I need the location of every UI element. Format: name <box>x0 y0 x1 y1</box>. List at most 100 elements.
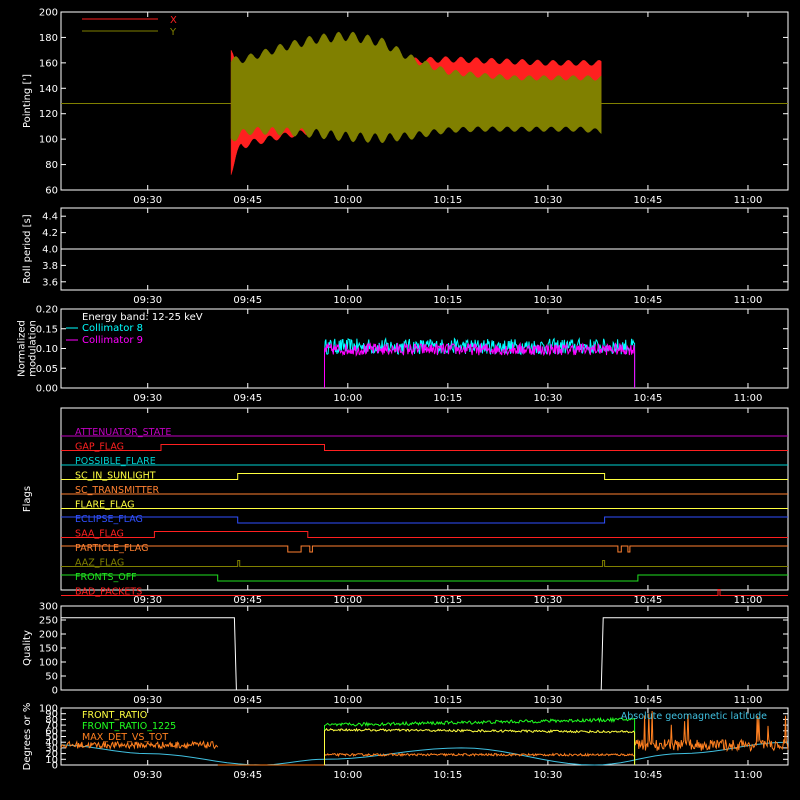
x-tick-label: 10:45 <box>634 295 663 306</box>
flag-line-GAP_FLAG <box>61 444 788 451</box>
y-tick-label: 40 <box>45 738 58 749</box>
y-tick-label: 150 <box>39 644 58 655</box>
x-tick-label: 10:00 <box>333 195 362 206</box>
y-tick-label: 0.15 <box>36 324 58 335</box>
flag-label-SC_IN_SUNLIGHT: SC_IN_SUNLIGHT <box>75 471 156 482</box>
y-tick-label: 0 <box>52 761 58 772</box>
y-tick-label: 120 <box>39 109 58 120</box>
x-tick-label: 09:45 <box>233 595 262 606</box>
x-tick-label: 10:00 <box>333 695 362 706</box>
flag-line-FRONTS_OFF <box>61 574 788 582</box>
y-tick-label: 0.00 <box>36 384 58 395</box>
y-tick-label: 60 <box>45 186 58 197</box>
y-tick-label: 200 <box>39 630 58 641</box>
y-axis-label: Pointing ['] <box>22 74 33 128</box>
flag-label-POSSIBLE_FLARE: POSSIBLE_FLARE <box>75 456 156 467</box>
x-tick-label: 10:15 <box>433 695 462 706</box>
flag-label-FRONTS_OFF: FRONTS_OFF <box>75 572 137 583</box>
y-tick-label: 4.0 <box>42 245 58 256</box>
x-tick-label: 10:00 <box>333 393 362 404</box>
x-tick-label: 11:00 <box>734 393 763 404</box>
x-tick-label: 10:45 <box>634 695 663 706</box>
legend-label-Collimator 8: Collimator 8 <box>82 323 143 334</box>
x-tick-label: 09:30 <box>133 295 162 306</box>
y-tick-label: 80 <box>45 715 58 726</box>
x-tick-label: 09:30 <box>133 595 162 606</box>
y-tick-label: 180 <box>39 33 58 44</box>
legend-label-Y: Y <box>169 27 177 38</box>
y-tick-label: 160 <box>39 58 58 69</box>
y-axis-label: Flags <box>22 486 33 512</box>
quality-axis-label: Quality <box>22 630 33 666</box>
y-tick-label: 50 <box>45 672 58 683</box>
flag-label-ATTENUATOR_STATE: ATTENUATOR_STATE <box>75 427 171 438</box>
x-tick-label: 10:30 <box>533 195 562 206</box>
x-tick-label: 10:45 <box>634 595 663 606</box>
x-tick-label: 10:15 <box>433 595 462 606</box>
y-tick-label: 0.10 <box>36 344 58 355</box>
y-tick-label: 140 <box>39 84 58 95</box>
x-tick-label: 09:45 <box>233 295 262 306</box>
legend-label-X: X <box>170 15 177 26</box>
y-tick-label: 0 <box>52 686 58 697</box>
y-tick-label: 200 <box>39 8 58 19</box>
legend-label-MAX_DET_VS_TOT: MAX_DET_VS_TOT <box>82 732 168 743</box>
legend-label-geomagnetic: Absolute geomagnetic latitude <box>621 711 767 722</box>
flag-label-SAA_FLAG: SAA_FLAG <box>75 529 124 540</box>
legend-label-FRONT_RATIO: FRONT_RATIO <box>82 710 147 721</box>
y-axis-label: Quality <box>22 630 33 666</box>
x-tick-label: 11:00 <box>734 770 763 781</box>
geomagnetic-latitude-line <box>60 741 789 766</box>
y-tick-label: 0.20 <box>36 305 58 316</box>
x-tick-label: 09:30 <box>133 393 162 404</box>
pointing-axis-label: Pointing ['] <box>22 74 33 128</box>
max-det-line-1 <box>324 752 635 758</box>
x-tick-label: 10:00 <box>333 595 362 606</box>
x-tick-label: 10:30 <box>533 393 562 404</box>
x-tick-label: 10:30 <box>533 595 562 606</box>
x-tick-label: 09:30 <box>133 695 162 706</box>
x-tick-label: 09:45 <box>233 770 262 781</box>
x-tick-label: 11:00 <box>734 695 763 706</box>
max-det-line-2 <box>634 710 789 753</box>
ratio-line-FRONT_RATIO_1225 <box>324 716 636 765</box>
roll-axis-label: Roll period [s] <box>22 214 33 283</box>
panel-frame-4 <box>60 407 789 591</box>
flags-axis-label: Flags <box>22 486 33 512</box>
y-tick-label: 4.2 <box>42 228 58 239</box>
quality-line <box>61 617 788 691</box>
y-tick-label: 250 <box>39 616 58 627</box>
flag-line-ECLIPSE_FLAG <box>61 516 788 524</box>
x-tick-label: 10:00 <box>333 295 362 306</box>
x-tick-label: 10:00 <box>333 770 362 781</box>
flag-label-ECLIPSE_FLAG: ECLIPSE_FLAG <box>75 514 143 525</box>
y-tick-label: 10 <box>45 755 58 766</box>
y-tick-label: 20 <box>45 749 58 760</box>
panel-frame-5 <box>60 605 789 691</box>
ratio-axis-label: Degrees or % <box>22 703 33 771</box>
x-tick-label: 10:30 <box>533 295 562 306</box>
x-tick-label: 10:15 <box>433 393 462 404</box>
flag-label-FLARE_FLAG: FLARE_FLAG <box>75 500 135 511</box>
x-tick-label: 10:30 <box>533 695 562 706</box>
y-tick-label: 80 <box>45 160 58 171</box>
panel-frame-1 <box>60 11 789 191</box>
y-tick-label: 90 <box>45 709 58 720</box>
y-tick-label: 0.05 <box>36 364 58 375</box>
ratio-line-FRONT_RATIO <box>324 727 636 765</box>
y-axis-label: Normalized <box>17 320 28 377</box>
flag-label-BAD_PACKETS: BAD_PACKETS <box>75 587 142 598</box>
flag-label-PARTICLE_FLAG: PARTICLE_FLAG <box>75 543 148 554</box>
y-axis-label: modulation <box>28 320 39 377</box>
y-tick-label: 30 <box>45 743 58 754</box>
modulation-axis-label: Normalized modulation <box>17 320 39 377</box>
energy-band-label: Energy band: 12-25 keV <box>82 312 203 323</box>
x-tick-label: 09:45 <box>233 393 262 404</box>
flag-line-SAA_FLAG <box>61 531 788 538</box>
legend-label-FRONT_RATIO_1225: FRONT_RATIO_1225 <box>82 721 176 732</box>
x-tick-label: 10:30 <box>533 770 562 781</box>
flag-line-PARTICLE_FLAG <box>61 545 788 553</box>
flag-line-BAD_PACKETS <box>61 589 788 596</box>
flag-label-SC_TRANSMITTER: SC_TRANSMITTER <box>75 485 160 496</box>
